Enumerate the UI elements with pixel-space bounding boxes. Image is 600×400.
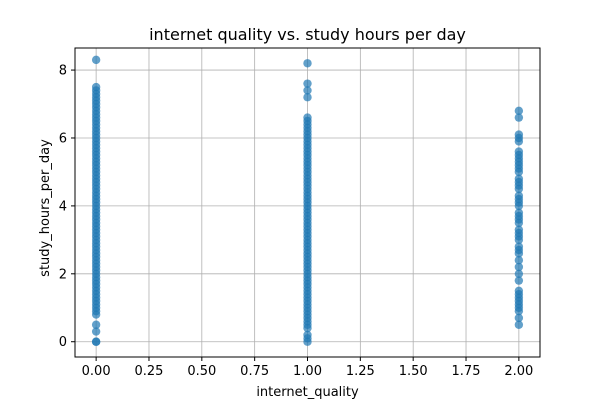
x-tick-label: 2.00 bbox=[504, 364, 533, 379]
data-point bbox=[514, 130, 524, 139]
data-point bbox=[514, 106, 524, 116]
x-tick-label: 1.50 bbox=[399, 364, 428, 379]
y-tick-label: 6 bbox=[59, 131, 67, 146]
data-point bbox=[514, 286, 524, 295]
x-tick-label: 0.25 bbox=[135, 364, 164, 379]
x-tick-label: 1.00 bbox=[293, 364, 322, 379]
data-point bbox=[514, 269, 524, 279]
data-point bbox=[514, 320, 524, 329]
data-point bbox=[514, 174, 524, 183]
x-tick-label: 1.75 bbox=[452, 364, 481, 379]
data-point bbox=[303, 79, 312, 88]
data-point bbox=[91, 55, 101, 65]
data-point bbox=[514, 313, 524, 323]
data-point bbox=[514, 225, 524, 234]
data-point bbox=[514, 256, 524, 265]
x-tick-label: 0.00 bbox=[82, 364, 111, 379]
data-point bbox=[303, 330, 312, 340]
data-point bbox=[514, 113, 524, 122]
data-point bbox=[91, 320, 101, 329]
y-tick-label: 4 bbox=[59, 199, 67, 214]
data-point bbox=[514, 276, 524, 285]
x-tick-label: 0.50 bbox=[187, 364, 216, 379]
data-point bbox=[91, 82, 101, 92]
y-tick-label: 8 bbox=[59, 64, 67, 79]
y-axis-label: study_hours_per_day bbox=[38, 139, 53, 277]
data-point bbox=[514, 191, 524, 200]
data-point bbox=[303, 93, 312, 102]
y-tick-label: 0 bbox=[59, 335, 67, 350]
data-point bbox=[303, 59, 312, 68]
data-point bbox=[514, 242, 524, 251]
chart-title: internet quality vs. study hours per day bbox=[149, 25, 466, 44]
x-axis-ticks: 0.00 0.25 0.50 0.75 1.00 1.25 1.50 1.75 2.00 bbox=[82, 357, 533, 379]
data-point bbox=[303, 113, 312, 122]
x-axis-label: internet_quality bbox=[256, 385, 359, 400]
x-tick-label: 0.75 bbox=[240, 364, 269, 379]
data-point bbox=[303, 86, 312, 95]
y-axis-ticks: 0 2 4 6 8 bbox=[59, 64, 75, 350]
x-tick-label: 1.25 bbox=[346, 364, 375, 379]
data-point bbox=[514, 208, 524, 217]
data-point bbox=[91, 337, 101, 346]
data-point bbox=[91, 327, 101, 336]
y-tick-label: 2 bbox=[59, 267, 67, 282]
data-points bbox=[91, 55, 524, 346]
data-point bbox=[514, 262, 524, 272]
data-point bbox=[514, 147, 524, 156]
